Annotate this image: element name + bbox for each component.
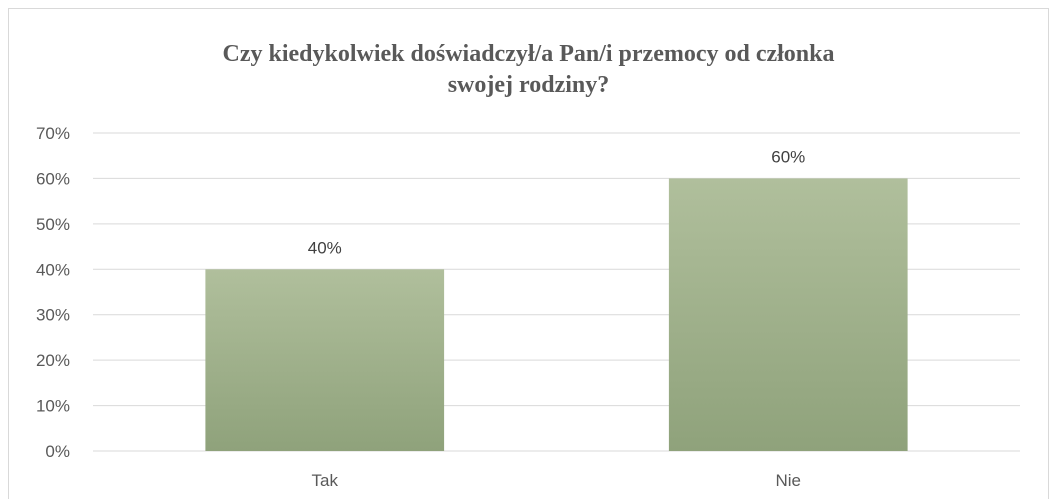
- y-tick-label: 60%: [36, 169, 70, 188]
- bar-nie: [668, 178, 908, 451]
- chart-title-line-2: swojej rodziny?: [447, 72, 610, 98]
- data-label-tak: 40%: [308, 238, 342, 257]
- y-tick-label: 40%: [36, 260, 70, 279]
- category-label-nie: Nie: [775, 471, 801, 490]
- y-tick-label: 70%: [36, 124, 70, 143]
- y-tick-label: 10%: [36, 397, 70, 416]
- y-tick-label: 0%: [45, 442, 70, 461]
- x-axis-category-labels: Tak Nie: [312, 471, 801, 490]
- y-tick-label: 20%: [36, 351, 70, 370]
- chart-title: Czy kiedykolwiek doświadczył/a Pan/i prz…: [0, 39, 1057, 101]
- y-axis-tick-labels: 0% 10% 20% 30% 40% 50% 60% 70%: [36, 124, 70, 461]
- category-label-tak: Tak: [312, 471, 339, 490]
- bar-tak: [205, 269, 445, 451]
- y-tick-label: 50%: [36, 215, 70, 234]
- y-tick-label: 30%: [36, 306, 70, 325]
- data-labels: 40% 60%: [308, 147, 806, 257]
- chart-title-line-1: Czy kiedykolwiek doświadczył/a Pan/i prz…: [222, 41, 835, 67]
- data-label-nie: 60%: [771, 147, 805, 166]
- bars: [205, 178, 908, 451]
